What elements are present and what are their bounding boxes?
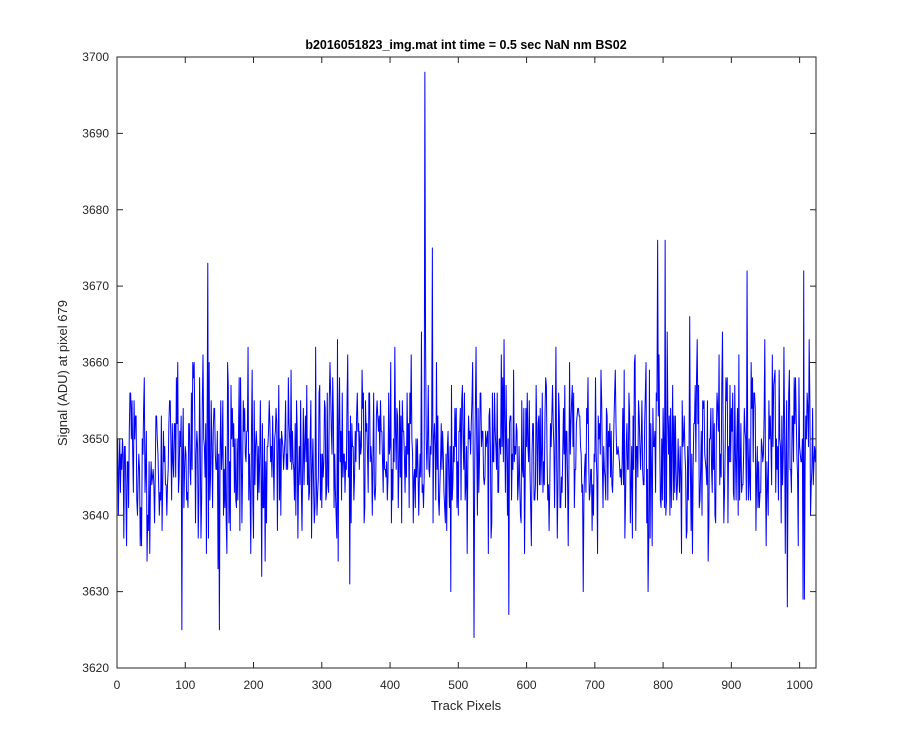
x-axis-label: Track Pixels	[431, 698, 502, 713]
chart-title: b2016051823_img.mat int time = 0.5 sec N…	[305, 38, 626, 52]
x-tick-label: 900	[721, 678, 741, 692]
x-tick-label: 0	[114, 678, 121, 692]
x-tick-label: 1000	[786, 678, 813, 692]
x-tick-label: 300	[312, 678, 332, 692]
series-line	[117, 71, 817, 638]
x-tick-label: 800	[653, 678, 673, 692]
y-tick-label: 3630	[82, 585, 109, 599]
y-tick-label: 3700	[82, 50, 109, 64]
y-tick-label: 3640	[82, 508, 109, 522]
y-tick-label: 3680	[82, 203, 109, 217]
x-tick-label: 100	[175, 678, 195, 692]
plot-area	[117, 71, 817, 638]
x-tick-label: 200	[244, 678, 264, 692]
y-tick-label: 3650	[82, 432, 109, 446]
x-tick-label: 600	[517, 678, 537, 692]
y-axis-label: Signal (ADU) at pixel 679	[55, 300, 70, 446]
y-tick-label: 3690	[82, 126, 109, 140]
x-tick-label: 700	[585, 678, 605, 692]
x-tick-label: 400	[380, 678, 400, 692]
axes: 0 100 200 300 400 500 600 700 800 900 1000 3620 3630…	[82, 50, 817, 692]
y-tick-label: 3620	[82, 661, 109, 675]
x-tick-label: 500	[448, 678, 468, 692]
y-tick-label: 3660	[82, 356, 109, 370]
y-tick-label: 3670	[82, 279, 109, 293]
